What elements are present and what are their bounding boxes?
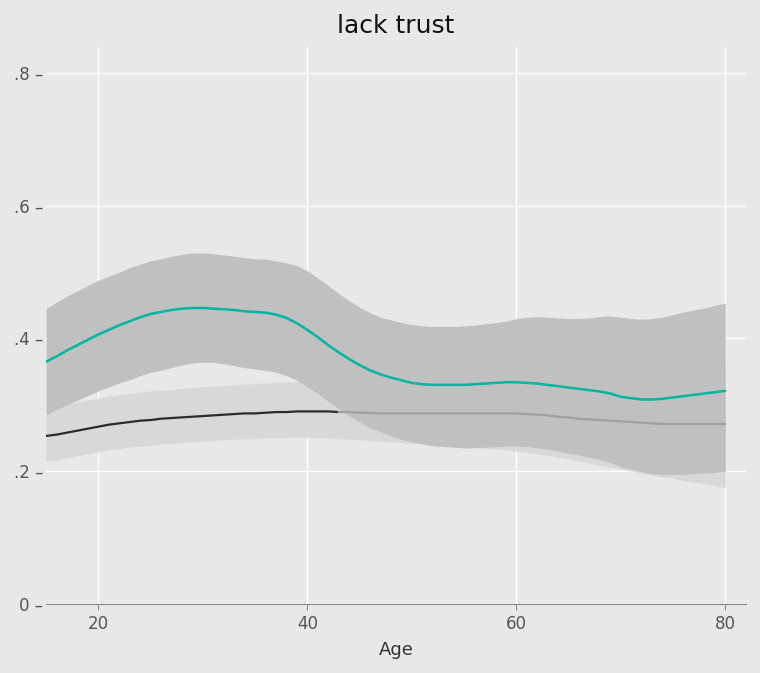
Title: lack trust: lack trust (337, 14, 454, 38)
X-axis label: Age: Age (378, 641, 413, 659)
